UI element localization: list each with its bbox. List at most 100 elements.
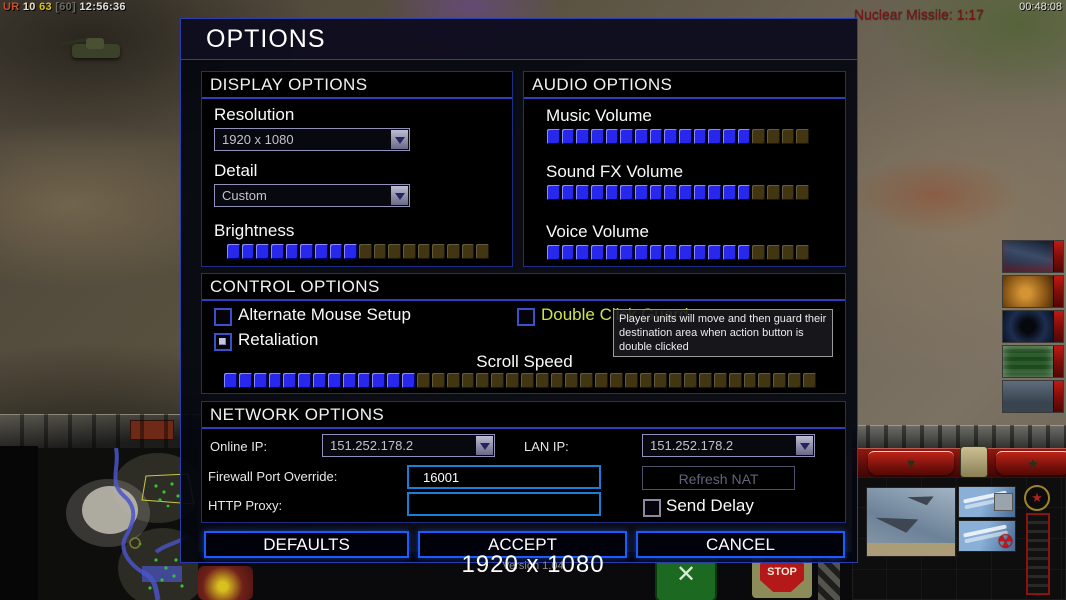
slider-segment[interactable]: [431, 373, 445, 388]
slider-segment[interactable]: [520, 373, 534, 388]
slider-segment[interactable]: [649, 245, 663, 260]
slider-segment[interactable]: [561, 245, 575, 260]
slider-segment[interactable]: [743, 373, 757, 388]
slider-segment[interactable]: [342, 373, 356, 388]
slider-segment[interactable]: [283, 373, 297, 388]
slider-segment[interactable]: [476, 244, 490, 259]
slider-segment[interactable]: [669, 373, 683, 388]
scroll-speed-slider[interactable]: [224, 373, 816, 388]
slider-segment[interactable]: [591, 245, 604, 260]
cancel-button[interactable]: CANCEL: [636, 531, 845, 558]
slider-segment[interactable]: [624, 373, 638, 388]
slider-segment[interactable]: [693, 129, 707, 144]
slider-segment[interactable]: [767, 185, 780, 200]
slider-segment[interactable]: [723, 129, 736, 144]
cameo-tunnel-bomb[interactable]: [1002, 310, 1064, 343]
slider-segment[interactable]: [796, 245, 810, 260]
send-delay-checkbox[interactable]: [643, 499, 661, 517]
accept-button[interactable]: ACCEPT: [418, 531, 627, 558]
slider-segment[interactable]: [491, 373, 505, 388]
slider-segment[interactable]: [256, 244, 270, 259]
slider-segment[interactable]: [664, 185, 678, 200]
resolution-dropdown[interactable]: 1920 x 1080: [214, 128, 410, 151]
slider-segment[interactable]: [781, 185, 795, 200]
slider-segment[interactable]: [224, 373, 237, 388]
slider-segment[interactable]: [693, 185, 707, 200]
slider-segment[interactable]: [635, 185, 648, 200]
slider-segment[interactable]: [461, 373, 475, 388]
chevron-down-icon[interactable]: [476, 436, 493, 455]
online-ip-dropdown[interactable]: 151.252.178.2: [322, 434, 495, 457]
cameo-fuel-air-bomb[interactable]: [1002, 275, 1064, 308]
slider-segment[interactable]: [227, 244, 240, 259]
slider-segment[interactable]: [699, 373, 712, 388]
music-volume-slider[interactable]: [547, 129, 810, 144]
slider-segment[interactable]: [620, 185, 634, 200]
slider-segment[interactable]: [664, 245, 678, 260]
slider-segment[interactable]: [591, 185, 604, 200]
voice-volume-slider[interactable]: [547, 245, 810, 260]
slider-segment[interactable]: [737, 129, 751, 144]
slider-segment[interactable]: [446, 373, 460, 388]
slider-segment[interactable]: [605, 245, 619, 260]
soundfx-volume-slider[interactable]: [547, 185, 810, 200]
slider-segment[interactable]: [723, 245, 736, 260]
slider-segment[interactable]: [737, 185, 751, 200]
slider-segment[interactable]: [576, 129, 590, 144]
slider-segment[interactable]: [708, 185, 722, 200]
slider-segment[interactable]: [402, 373, 415, 388]
slider-segment[interactable]: [788, 373, 801, 388]
slider-segment[interactable]: [802, 373, 816, 388]
slider-segment[interactable]: [576, 185, 590, 200]
slider-segment[interactable]: [609, 373, 623, 388]
defaults-button[interactable]: DEFAULTS: [204, 531, 409, 558]
cameo-nuclear-aircraft[interactable]: ☢: [958, 520, 1016, 552]
cameo-leaflet-drop[interactable]: [1002, 345, 1064, 378]
slider-segment[interactable]: [708, 245, 722, 260]
chevron-down-icon[interactable]: [391, 130, 408, 149]
cameo-aircraft-upgrade[interactable]: [958, 486, 1016, 518]
lan-ip-dropdown[interactable]: 151.252.178.2: [642, 434, 815, 457]
slider-segment[interactable]: [723, 185, 736, 200]
slider-segment[interactable]: [547, 245, 560, 260]
slider-segment[interactable]: [547, 185, 560, 200]
slider-segment[interactable]: [649, 129, 663, 144]
slider-segment[interactable]: [432, 244, 446, 259]
detail-dropdown[interactable]: Custom: [214, 184, 410, 207]
slider-segment[interactable]: [767, 245, 780, 260]
slider-segment[interactable]: [241, 244, 255, 259]
slider-segment[interactable]: [758, 373, 772, 388]
slider-segment[interactable]: [693, 245, 707, 260]
slider-segment[interactable]: [313, 373, 326, 388]
slider-segment[interactable]: [679, 129, 692, 144]
slider-segment[interactable]: [679, 245, 692, 260]
chevron-down-icon[interactable]: [391, 186, 408, 205]
slider-segment[interactable]: [679, 185, 692, 200]
slider-segment[interactable]: [300, 244, 314, 259]
slider-segment[interactable]: [271, 244, 284, 259]
command-options-button[interactable]: ▼: [868, 451, 954, 475]
slider-segment[interactable]: [388, 244, 402, 259]
slider-segment[interactable]: [417, 244, 431, 259]
refresh-nat-button[interactable]: Refresh NAT: [642, 466, 795, 490]
slider-segment[interactable]: [547, 129, 560, 144]
slider-segment[interactable]: [605, 185, 619, 200]
slider-segment[interactable]: [620, 129, 634, 144]
chevron-down-icon[interactable]: [796, 436, 813, 455]
slider-segment[interactable]: [773, 373, 787, 388]
slider-segment[interactable]: [635, 245, 648, 260]
slider-segment[interactable]: [620, 245, 634, 260]
double-click-guard-checkbox[interactable]: [517, 308, 535, 326]
slider-segment[interactable]: [713, 373, 727, 388]
slider-segment[interactable]: [329, 244, 343, 259]
slider-segment[interactable]: [728, 373, 742, 388]
slider-segment[interactable]: [654, 373, 668, 388]
slider-segment[interactable]: [649, 185, 663, 200]
slider-segment[interactable]: [580, 373, 594, 388]
slider-segment[interactable]: [327, 373, 341, 388]
slider-segment[interactable]: [781, 245, 795, 260]
retaliation-checkbox[interactable]: [214, 333, 232, 351]
slider-segment[interactable]: [447, 244, 460, 259]
slider-segment[interactable]: [403, 244, 416, 259]
tank-unit[interactable]: [59, 30, 132, 62]
